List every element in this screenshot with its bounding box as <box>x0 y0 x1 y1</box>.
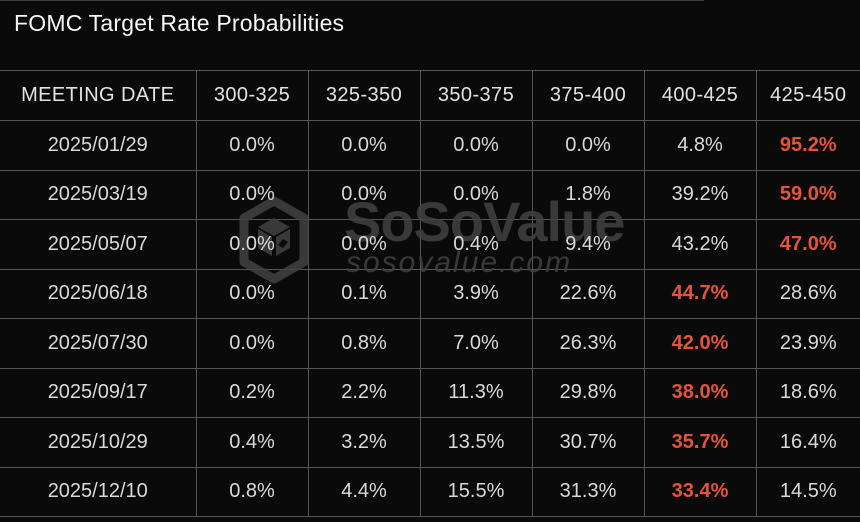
probability-cell: 13.5% <box>419 417 533 468</box>
probability-cell: 33.4% <box>643 466 757 517</box>
probability-cell: 29.8% <box>531 367 645 418</box>
probability-cell: 0.8% <box>307 318 421 369</box>
header-cell-range: 425-450 <box>755 70 860 121</box>
probability-cell: 0.4% <box>195 417 309 468</box>
meeting-date-cell: 2025/07/30 <box>0 318 197 369</box>
probability-cell: 0.0% <box>195 120 309 171</box>
probability-cell: 0.0% <box>195 169 309 220</box>
header-cell-range: 350-375 <box>419 70 533 121</box>
rate-probabilities-table: MEETING DATE 300-325 325-350 350-375 375-400… <box>0 70 860 517</box>
probability-cell: 18.6% <box>755 367 860 418</box>
probability-cell: 28.6% <box>755 268 860 319</box>
probability-cell: 3.9% <box>419 268 533 319</box>
meeting-date-cell: 2025/09/17 <box>0 367 197 418</box>
probability-cell: 0.0% <box>195 268 309 319</box>
table-row: 2025/06/18 0.0% 0.1% 3.9% 22.6% 44.7% 28.6% <box>0 268 860 319</box>
probability-cell: 35.7% <box>643 417 757 468</box>
probability-cell: 16.4% <box>755 417 860 468</box>
header-cell-range: 300-325 <box>195 70 309 121</box>
probability-cell: 0.0% <box>307 169 421 220</box>
meeting-date-cell: 2025/10/29 <box>0 417 197 468</box>
table-row: 2025/12/10 0.8% 4.4% 15.5% 31.3% 33.4% 14.5% <box>0 466 860 517</box>
probability-cell: 22.6% <box>531 268 645 319</box>
probability-cell: 14.5% <box>755 466 860 517</box>
top-edge-line <box>0 0 704 1</box>
probability-cell: 0.4% <box>419 219 533 270</box>
table-row: 2025/05/07 0.0% 0.0% 0.4% 9.4% 43.2% 47.0% <box>0 219 860 270</box>
table-header-row: MEETING DATE 300-325 325-350 350-375 375-400… <box>0 70 860 121</box>
probability-cell: 7.0% <box>419 318 533 369</box>
probability-cell: 47.0% <box>755 219 860 270</box>
probability-cell: 0.2% <box>195 367 309 418</box>
probability-cell: 31.3% <box>531 466 645 517</box>
meeting-date-cell: 2025/03/19 <box>0 169 197 220</box>
probability-cell: 23.9% <box>755 318 860 369</box>
probability-cell: 2.2% <box>307 367 421 418</box>
header-cell-range: 375-400 <box>531 70 645 121</box>
table-row: 2025/01/29 0.0% 0.0% 0.0% 0.0% 4.8% 95.2% <box>0 120 860 171</box>
probability-cell: 0.0% <box>307 219 421 270</box>
meeting-date-cell: 2025/12/10 <box>0 466 197 517</box>
meeting-date-cell: 2025/06/18 <box>0 268 197 319</box>
probability-cell: 0.0% <box>419 169 533 220</box>
probability-cell: 44.7% <box>643 268 757 319</box>
probability-cell: 26.3% <box>531 318 645 369</box>
probability-cell: 95.2% <box>755 120 860 171</box>
title-bar: FOMC Target Rate Probabilities <box>0 0 860 70</box>
probability-cell: 4.4% <box>307 466 421 517</box>
probability-cell: 59.0% <box>755 169 860 220</box>
header-cell-range: 400-425 <box>643 70 757 121</box>
probability-cell: 9.4% <box>531 219 645 270</box>
table-row: 2025/07/30 0.0% 0.8% 7.0% 26.3% 42.0% 23.9% <box>0 318 860 369</box>
probability-cell: 0.8% <box>195 466 309 517</box>
table-row: 2025/03/19 0.0% 0.0% 0.0% 1.8% 39.2% 59.0% <box>0 169 860 220</box>
probability-cell: 43.2% <box>643 219 757 270</box>
probability-cell: 30.7% <box>531 417 645 468</box>
probability-cell: 4.8% <box>643 120 757 171</box>
probability-cell: 1.8% <box>531 169 645 220</box>
probability-cell: 15.5% <box>419 466 533 517</box>
header-cell-range: 325-350 <box>307 70 421 121</box>
probability-cell: 11.3% <box>419 367 533 418</box>
probability-cell: 38.0% <box>643 367 757 418</box>
table-row: 2025/09/17 0.2% 2.2% 11.3% 29.8% 38.0% 18.6% <box>0 367 860 418</box>
page-title: FOMC Target Rate Probabilities <box>14 10 345 36</box>
probability-cell: 42.0% <box>643 318 757 369</box>
probability-cell: 0.0% <box>195 219 309 270</box>
probability-cell: 0.0% <box>531 120 645 171</box>
header-cell-meeting-date: MEETING DATE <box>0 70 197 121</box>
probability-cell: 0.0% <box>307 120 421 171</box>
probability-cell: 39.2% <box>643 169 757 220</box>
probability-cell: 3.2% <box>307 417 421 468</box>
probability-cell: 0.1% <box>307 268 421 319</box>
meeting-date-cell: 2025/01/29 <box>0 120 197 171</box>
table-row: 2025/10/29 0.4% 3.2% 13.5% 30.7% 35.7% 16.4% <box>0 417 860 468</box>
meeting-date-cell: 2025/05/07 <box>0 219 197 270</box>
probability-cell: 0.0% <box>419 120 533 171</box>
probability-cell: 0.0% <box>195 318 309 369</box>
